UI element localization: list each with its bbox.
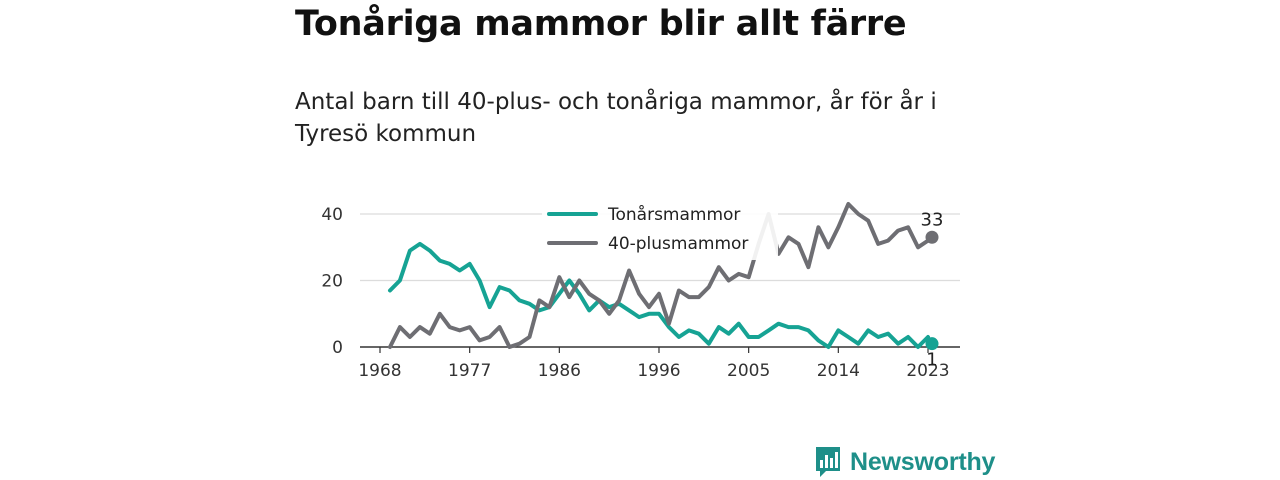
chart-subtitle: Antal barn till 40-plus- och tonåriga ma… xyxy=(295,89,937,147)
y-tick-label-0: 0 xyxy=(332,338,343,358)
end-point-1 xyxy=(925,230,939,244)
series-line-0 xyxy=(388,241,930,349)
line-chart: 0 20 40 1968 1977 1986 1996 2005 2014 2023 Tonårs… xyxy=(321,198,960,381)
legend-label-1: 40-plusmammor xyxy=(608,234,748,254)
series-line-1 xyxy=(388,202,930,349)
newsworthy-brand: Newsworthy xyxy=(814,444,995,480)
x-tick-label-2014: 2014 xyxy=(817,361,860,381)
x-tick-label-1986: 1986 xyxy=(538,361,581,381)
y-tick-label-40: 40 xyxy=(321,205,343,225)
legend-label-0: Tonårsmammor xyxy=(607,204,740,225)
x-tick-label-1977: 1977 xyxy=(448,361,491,381)
axes: 0 20 40 1968 1977 1986 1996 2005 2014 2023 xyxy=(321,205,960,381)
brand-name: Newsworthy xyxy=(850,447,996,476)
end-label-0: 1 xyxy=(926,350,937,371)
series-lines xyxy=(388,202,930,349)
end-label-1: 33 xyxy=(921,209,944,230)
x-tick-label-2023: 2023 xyxy=(906,361,949,381)
y-tick-label-20: 20 xyxy=(321,272,343,292)
end-labels: 1 33 xyxy=(921,209,944,370)
x-tick-label-1968: 1968 xyxy=(358,361,401,381)
end-point-0 xyxy=(925,337,939,351)
chart-title: Tonåriga mammor blir allt färre xyxy=(295,4,907,44)
legend-background xyxy=(542,198,778,260)
x-tick-label-1996: 1996 xyxy=(637,361,680,381)
legend: Tonårsmammor 40-plusmammor xyxy=(542,198,778,260)
x-tick-label-2005: 2005 xyxy=(727,361,770,381)
bar-chart-logo-icon xyxy=(816,447,840,477)
